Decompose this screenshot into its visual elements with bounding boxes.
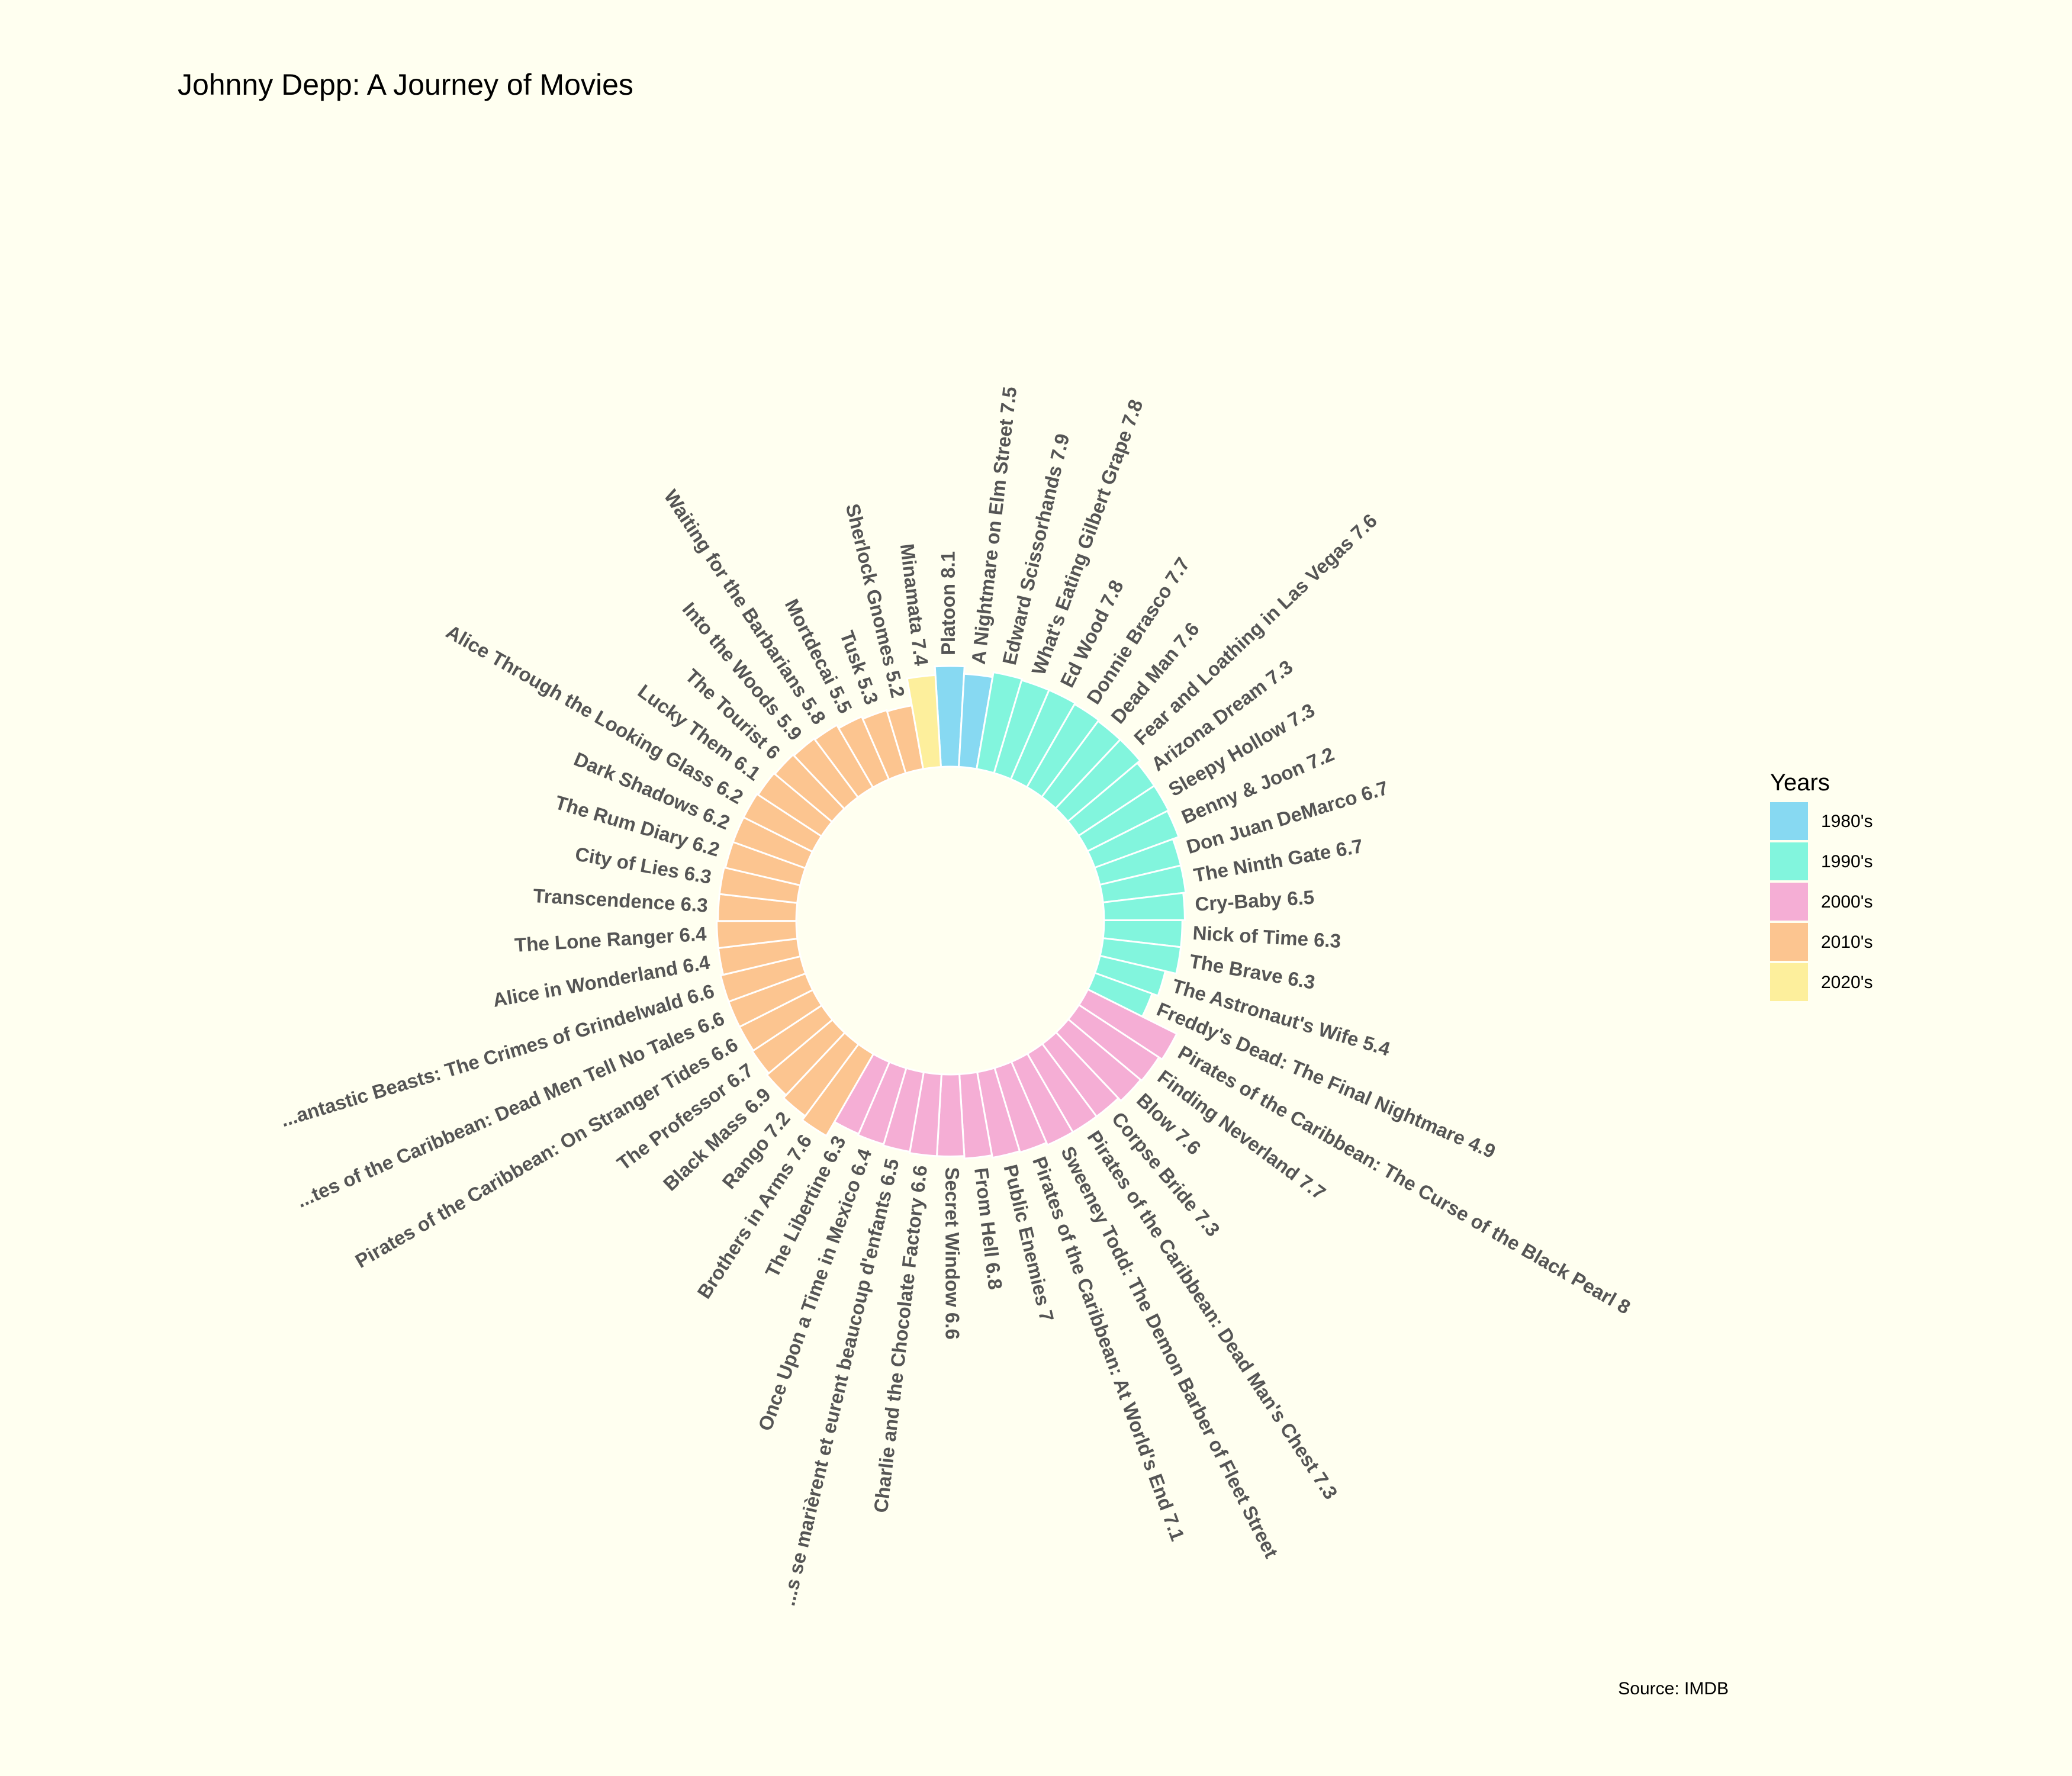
bar-32 bbox=[801, 1043, 875, 1137]
bar-19 bbox=[1067, 1003, 1160, 1082]
bar-16 bbox=[1093, 954, 1167, 997]
bar-48 bbox=[792, 737, 860, 810]
bar-26 bbox=[958, 1071, 993, 1160]
bar-24 bbox=[993, 1060, 1048, 1154]
bar-47 bbox=[773, 753, 846, 823]
bar-23 bbox=[1010, 1052, 1074, 1147]
bar-9 bbox=[1077, 784, 1170, 852]
bar-30 bbox=[857, 1060, 908, 1146]
bar-25 bbox=[976, 1067, 1021, 1159]
bar-33 bbox=[782, 1031, 860, 1118]
bar-5 bbox=[1025, 703, 1101, 799]
legend-label-0: 1980's bbox=[1821, 812, 1872, 831]
legend-key-2 bbox=[1770, 883, 1808, 921]
bar-53 bbox=[906, 674, 942, 770]
bar-29 bbox=[882, 1067, 925, 1153]
bar-10 bbox=[1086, 809, 1180, 869]
bar-7 bbox=[1054, 738, 1141, 823]
legend-title: Years bbox=[1770, 770, 1830, 796]
legend-key-3 bbox=[1770, 923, 1808, 961]
legend-key-0 bbox=[1770, 802, 1808, 840]
legend-label-4: 2020's bbox=[1821, 973, 1872, 992]
movie-label-27: Secret Window 6.6 bbox=[941, 1167, 964, 1339]
legend-label-3: 2010's bbox=[1821, 932, 1872, 952]
movie-label-0: Platoon 8.1 bbox=[937, 551, 959, 655]
legend: Years 1980's 1990's 2000's 2010's 2020's bbox=[1770, 770, 1872, 1001]
chart-title: Johnny Depp: A Journey of Movies bbox=[178, 68, 633, 101]
bar-45 bbox=[742, 793, 823, 853]
bar-20 bbox=[1054, 1018, 1142, 1102]
legend-key-4 bbox=[1770, 963, 1808, 1001]
bar-38 bbox=[719, 955, 807, 1003]
legend-label-1: 1990's bbox=[1821, 852, 1872, 871]
bar-18 bbox=[1077, 988, 1178, 1061]
bars-layer bbox=[716, 665, 1187, 1160]
bar-49 bbox=[813, 723, 874, 799]
bar-51 bbox=[861, 709, 907, 781]
bar-34 bbox=[765, 1018, 847, 1097]
legend-label-2: 2000's bbox=[1821, 892, 1872, 912]
chart-caption: Source: IMDB bbox=[1618, 1679, 1729, 1698]
bar-28 bbox=[908, 1071, 942, 1157]
bar-42 bbox=[718, 866, 802, 904]
bar-15 bbox=[1099, 937, 1182, 975]
bar-13 bbox=[1102, 892, 1186, 922]
bar-2 bbox=[975, 671, 1024, 774]
bar-46 bbox=[757, 772, 834, 838]
bar-12 bbox=[1099, 864, 1187, 904]
bar-0 bbox=[934, 665, 966, 768]
bar-50 bbox=[837, 715, 890, 789]
bar-4 bbox=[1009, 688, 1077, 789]
bar-35 bbox=[751, 1004, 834, 1075]
bar-40 bbox=[716, 919, 799, 950]
legend-key-1 bbox=[1770, 842, 1808, 880]
